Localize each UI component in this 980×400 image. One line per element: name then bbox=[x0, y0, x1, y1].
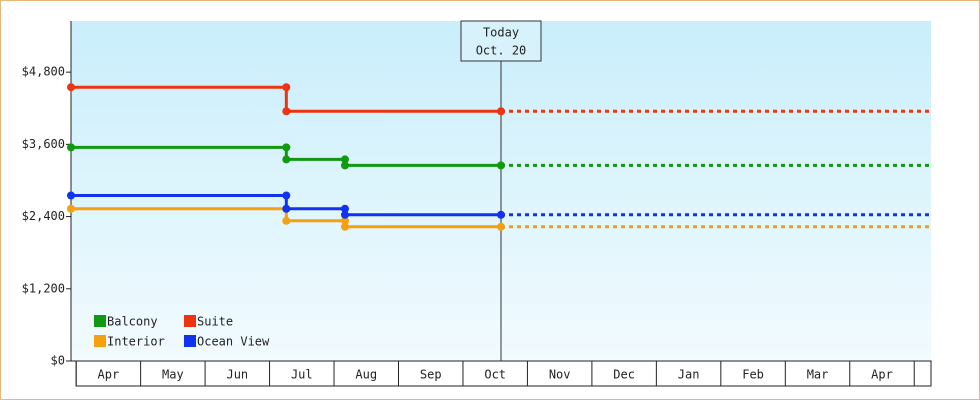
price-line bbox=[71, 145, 501, 167]
price-point bbox=[67, 204, 75, 213]
price-point bbox=[340, 155, 349, 164]
price-point bbox=[282, 107, 291, 116]
x-tick-label: Jan bbox=[678, 368, 700, 382]
legend-label: Balcony bbox=[107, 315, 158, 329]
today-box bbox=[460, 20, 542, 62]
x-tick-label: Jun bbox=[226, 368, 248, 382]
price-point bbox=[340, 204, 349, 213]
x-tick-label: Apr bbox=[98, 368, 120, 382]
price-point bbox=[67, 143, 75, 152]
x-tick-label: Apr bbox=[871, 368, 893, 382]
price-point bbox=[282, 191, 291, 200]
legend-swatch bbox=[94, 315, 106, 327]
price-point bbox=[340, 216, 349, 225]
price-point bbox=[497, 161, 505, 170]
price-point bbox=[67, 191, 75, 200]
x-tick-label: Sep bbox=[420, 368, 442, 382]
y-tick-label: $0 bbox=[51, 354, 65, 368]
y-tick-label: $3,600 bbox=[22, 137, 65, 151]
price-point bbox=[282, 155, 291, 164]
x-tick-label: Mar bbox=[807, 368, 829, 382]
price-line bbox=[71, 194, 501, 217]
price-point bbox=[340, 222, 349, 231]
legend-swatch bbox=[184, 315, 196, 327]
price-line bbox=[71, 207, 501, 229]
y-tick-label: $2,400 bbox=[22, 209, 65, 223]
x-tick-label: Oct bbox=[484, 368, 506, 382]
today-label: Today bbox=[483, 26, 519, 40]
x-tick-label: May bbox=[162, 368, 184, 382]
price-point bbox=[282, 216, 291, 225]
price-point bbox=[497, 107, 505, 116]
legend-label: Ocean View bbox=[197, 335, 270, 349]
price-point bbox=[67, 83, 75, 92]
price-point bbox=[497, 222, 505, 231]
legend-label: Suite bbox=[197, 315, 233, 329]
today-date: Oct. 20 bbox=[476, 44, 527, 58]
price-point bbox=[282, 143, 291, 152]
legend-swatch bbox=[184, 335, 196, 347]
x-tick-label: Aug bbox=[355, 368, 377, 382]
y-tick-label: $4,800 bbox=[22, 65, 65, 79]
price-point bbox=[497, 210, 505, 219]
x-tick-label: Dec bbox=[613, 368, 635, 382]
legend-swatch bbox=[94, 335, 106, 347]
price-point bbox=[340, 161, 349, 170]
price-point bbox=[340, 210, 349, 219]
price-point bbox=[282, 83, 291, 92]
x-tick-label: Feb bbox=[742, 368, 764, 382]
x-tick-label: Nov bbox=[549, 368, 571, 382]
legend-label: Interior bbox=[107, 335, 165, 349]
price-line bbox=[71, 85, 501, 113]
y-tick-label: $1,200 bbox=[22, 281, 65, 295]
x-tick-label: Jul bbox=[291, 368, 313, 382]
price-point bbox=[282, 204, 291, 213]
